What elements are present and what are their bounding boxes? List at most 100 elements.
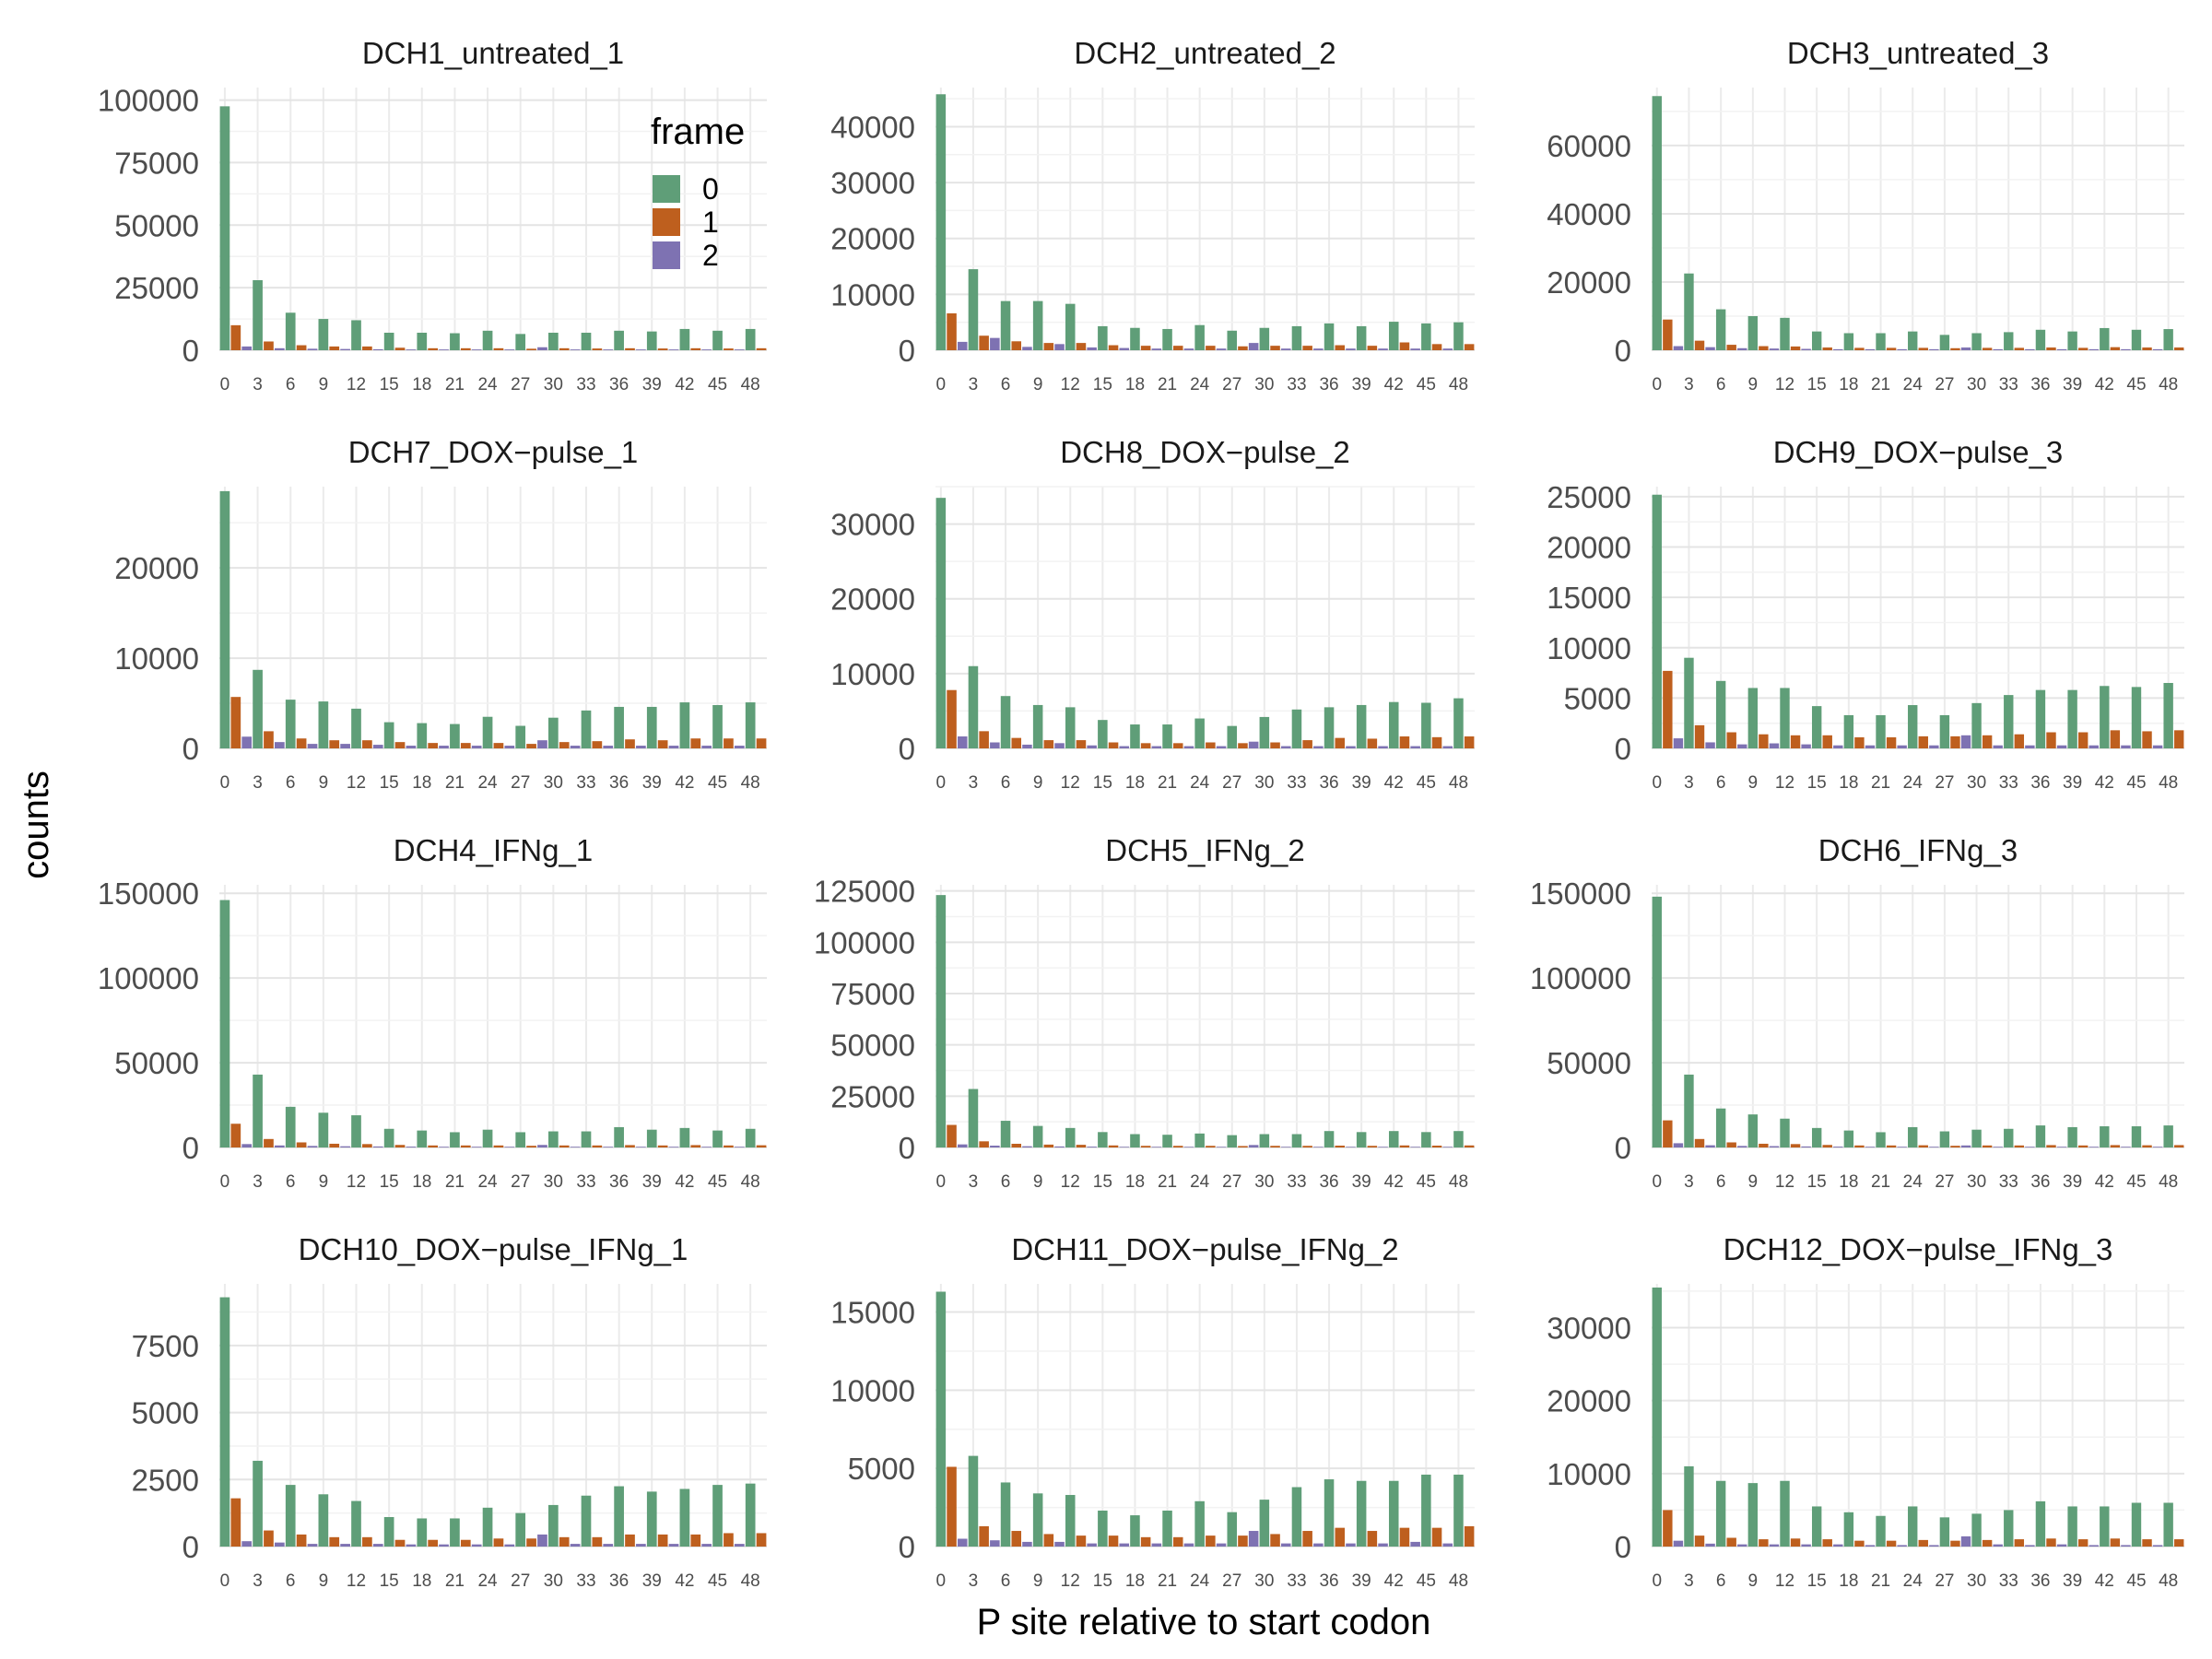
bar-frame-0 [646, 331, 657, 350]
x-tick-label: 6 [1001, 773, 1011, 793]
panel-8: DCH5_IFNg_2 0 25000 50000 75000 100000 125000 0… [814, 833, 1475, 1192]
bar-frame-0 [547, 333, 559, 350]
bar-frame-0 [1356, 1132, 1367, 1147]
bar-frame-0 [417, 723, 428, 748]
bar-frame-2 [537, 740, 547, 748]
bar-frame-2 [241, 736, 253, 748]
x-tick-label: 3 [969, 375, 979, 394]
bar-frame-1 [526, 348, 536, 350]
x-tick-label: 0 [936, 1571, 947, 1591]
bar-frame-0 [1291, 709, 1302, 748]
bar-frame-0 [1971, 1513, 1982, 1547]
bar-frame-0 [219, 490, 230, 748]
bar-frame-0 [1939, 714, 1950, 748]
bar-frame-2 [340, 1544, 350, 1547]
bar-frame-0 [1811, 1127, 1822, 1147]
bar-frame-0 [1259, 1134, 1270, 1147]
x-tick-label: 33 [1287, 1172, 1306, 1192]
x-tick-label: 21 [1871, 1172, 1890, 1192]
x-tick-label: 42 [1384, 1571, 1404, 1591]
bar-frame-1 [1464, 1525, 1475, 1547]
panel-title: DCH7_DOX−pulse_1 [348, 435, 639, 469]
x-tick-label: 15 [1807, 375, 1827, 394]
x-tick-label: 9 [1033, 1172, 1043, 1192]
bar-frame-1 [230, 1498, 241, 1547]
panel-title: DCH10_DOX−pulse_IFNg_1 [299, 1232, 688, 1266]
x-tick-label: 15 [380, 1172, 399, 1192]
bar-frame-0 [745, 1483, 756, 1547]
y-tick-label: 0 [899, 334, 915, 368]
bar-frame-0 [2035, 1125, 2046, 1147]
bar-frame-1 [1399, 1527, 1410, 1547]
bar-frame-0 [1000, 696, 1011, 748]
bar-frame-2 [1378, 746, 1388, 748]
y-tick-label: 0 [899, 732, 915, 766]
y-tick-label: 10000 [1547, 631, 1631, 665]
x-tick-label: 3 [1684, 1571, 1694, 1591]
bar-frame-1 [1982, 1539, 1993, 1547]
bar-frame-1 [1140, 743, 1151, 748]
y-tick-label: 5000 [132, 1396, 199, 1430]
x-tick-label: 6 [1716, 375, 1726, 394]
x-tick-label: 48 [741, 1172, 760, 1192]
bar-frame-1 [1431, 344, 1442, 350]
x-tick-label: 27 [511, 375, 530, 394]
bar-frame-1 [724, 1145, 734, 1147]
bar-frame-1 [1726, 345, 1736, 350]
x-tick-label: 48 [741, 375, 760, 394]
x-tick-label: 0 [1652, 375, 1662, 394]
bar-frame-2 [636, 1544, 646, 1547]
x-tick-label: 39 [642, 773, 662, 793]
bar-frame-2 [1022, 744, 1032, 748]
x-tick-label: 12 [1775, 773, 1794, 793]
bar-frame-0 [1227, 1512, 1238, 1547]
y-tick-label: 20000 [1547, 1384, 1631, 1418]
bar-frame-0 [1747, 688, 1759, 748]
bar-frame-1 [1759, 734, 1769, 748]
bar-frame-2 [2025, 1545, 2035, 1547]
bar-frame-1 [2046, 1145, 2056, 1147]
x-tick-label: 3 [253, 1571, 263, 1591]
bar-frame-0 [2004, 1128, 2014, 1147]
bar-frame-1 [559, 347, 570, 350]
bar-frame-0 [219, 900, 230, 1147]
bar-frame-1 [460, 743, 471, 748]
bar-frame-2 [1346, 348, 1356, 350]
x-tick-label: 18 [412, 1571, 431, 1591]
bar-frame-0 [1876, 1132, 1886, 1147]
bar-frame-2 [406, 349, 417, 350]
bar-frame-0 [2131, 329, 2142, 350]
x-tick-label: 39 [1352, 773, 1371, 793]
bar-frame-1 [1790, 1144, 1801, 1147]
y-tick-label: 100000 [1530, 961, 1631, 995]
bar-frame-2 [1833, 1544, 1843, 1547]
bar-frame-2 [1248, 741, 1259, 748]
x-tick-label: 39 [642, 1172, 662, 1192]
bar-frame-0 [968, 1455, 979, 1547]
x-tick-label: 45 [1417, 1172, 1436, 1192]
bar-frame-2 [1280, 746, 1291, 748]
bar-frame-0 [1780, 1118, 1790, 1147]
bar-frame-1 [1854, 1540, 1865, 1547]
x-tick-label: 30 [1967, 1172, 1986, 1192]
bar-frame-2 [1865, 1545, 1876, 1547]
bar-frame-0 [383, 1517, 394, 1547]
x-tick-label: 33 [576, 773, 595, 793]
bar-frame-0 [2004, 1510, 2014, 1547]
bar-frame-2 [1705, 1543, 1715, 1547]
bar-frame-1 [1238, 743, 1248, 748]
bar-frame-2 [1737, 1146, 1747, 1147]
x-tick-label: 9 [319, 375, 329, 394]
bar-frame-1 [625, 347, 635, 350]
x-tick-label: 27 [511, 773, 530, 793]
bar-frame-0 [253, 280, 263, 350]
bar-frame-2 [2056, 348, 2067, 350]
bar-frame-0 [968, 1088, 979, 1147]
y-tick-label: 20000 [114, 551, 199, 585]
bar-frame-1 [2110, 1538, 2121, 1547]
x-tick-label: 45 [2126, 1172, 2146, 1192]
bar-frame-1 [1011, 341, 1022, 350]
y-tick-label: 0 [1615, 732, 1631, 766]
